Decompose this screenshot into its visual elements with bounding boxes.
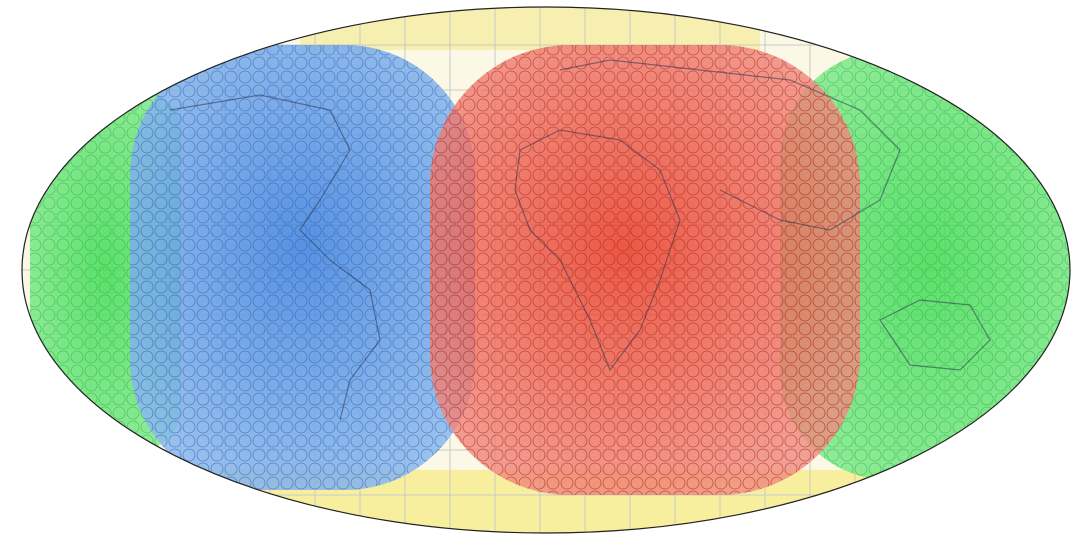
beam-pattern bbox=[130, 45, 475, 490]
beam-pattern bbox=[430, 45, 860, 495]
coastlines bbox=[169, 59, 991, 421]
map-outline bbox=[21, 6, 1071, 534]
